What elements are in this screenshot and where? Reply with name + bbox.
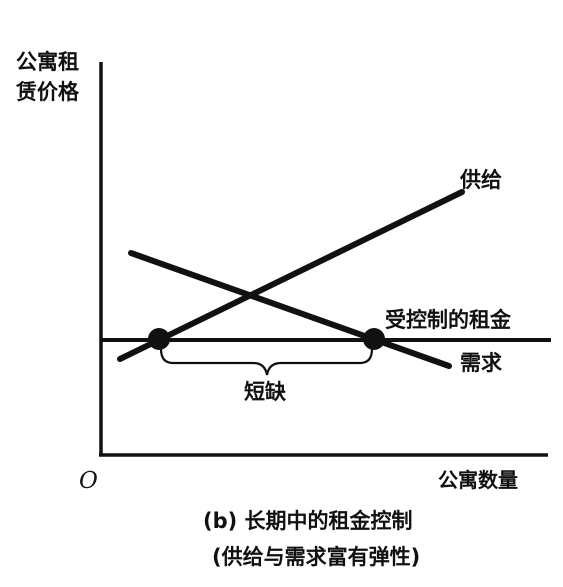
supply-curve-label: 供给 [460,168,502,192]
shortage-brace [159,348,374,376]
supply-curve [117,189,465,362]
supply-rent-point [148,328,170,350]
shortage-label: 短缺 [244,380,286,404]
controlled-rent-label: 受控制的租金 [385,308,511,332]
caption-line2: (供给与需求富有弹性) [212,545,421,569]
demand-curve-label: 需求 [460,351,502,375]
y-axis-label-line2: 赁价格 [16,80,79,104]
demand-rent-point [363,328,385,350]
origin-label: O [79,468,98,494]
demand-curve [128,250,452,369]
caption-line1: (b) 长期中的租金控制 [203,509,413,533]
x-axis-label: 公寓数量 [438,468,518,492]
y-axis-label-line1: 公寓租 [16,50,79,74]
